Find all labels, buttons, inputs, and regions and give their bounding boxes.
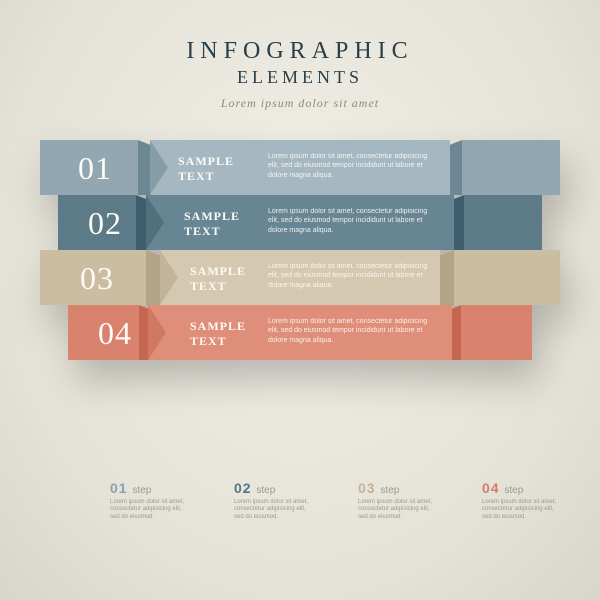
step-label: step: [502, 485, 524, 496]
step-text: Lorem ipsum dolor sit amet, consectetur …: [358, 499, 440, 522]
infographic-stage: 01 SAMPLETEXT Lorem ipsum dolor sit amet, …: [40, 140, 560, 420]
row-body-text: Lorem ipsum dolor sit amet, consectetur …: [268, 152, 428, 180]
row-number: 01: [60, 150, 130, 187]
row-body-text: Lorem ipsum dolor sit amet, consectetur …: [268, 317, 428, 345]
row-sample-label: SAMPLETEXT: [184, 209, 240, 239]
step-number: 01: [110, 480, 128, 496]
row-sample-label: SAMPLETEXT: [178, 154, 234, 184]
row-number: 02: [70, 205, 140, 242]
steps-row: 01 step Lorem ipsum dolor sit amet, conse…: [110, 480, 564, 522]
step-text: Lorem ipsum dolor sit amet, consectetur …: [234, 499, 316, 522]
step-text: Lorem ipsum dolor sit amet, consectetur …: [482, 499, 564, 522]
step-label: step: [130, 485, 152, 496]
mail-icon: [482, 305, 600, 360]
step-text: Lorem ipsum dolor sit amet, consectetur …: [110, 499, 192, 522]
row-body-text: Lorem ipsum dolor sit amet, consectetur …: [268, 262, 428, 290]
row-sample-label: SAMPLETEXT: [190, 319, 246, 349]
header-subtitle: ELEMENTS: [0, 67, 600, 88]
chat-icon: [492, 250, 600, 305]
header-title: INFOGRAPHIC: [0, 38, 600, 65]
download-icon: [488, 195, 600, 250]
header: INFOGRAPHIC ELEMENTS Lorem ipsum dolor s…: [0, 0, 600, 111]
step-02: 02 step Lorem ipsum dolor sit amet, conse…: [234, 480, 316, 522]
row-04: 04 SAMPLETEXT Lorem ipsum dolor sit amet, …: [40, 305, 560, 360]
step-label: step: [378, 485, 400, 496]
row-02: 02 SAMPLETEXT Lorem ipsum dolor sit amet, …: [40, 195, 560, 250]
step-number: 02: [234, 480, 252, 496]
row-number: 04: [80, 315, 150, 352]
row-03: 03 SAMPLETEXT Lorem ipsum dolor sit amet, …: [40, 250, 560, 305]
step-04: 04 step Lorem ipsum dolor sit amet, conse…: [482, 480, 564, 522]
step-label: step: [254, 485, 276, 496]
home-icon: [485, 140, 600, 195]
header-tagline: Lorem ipsum dolor sit amet: [0, 96, 600, 111]
row-body-text: Lorem ipsum dolor sit amet, consectetur …: [268, 207, 428, 235]
row-sample-label: SAMPLETEXT: [190, 264, 246, 294]
step-03: 03 step Lorem ipsum dolor sit amet, conse…: [358, 480, 440, 522]
row-01: 01 SAMPLETEXT Lorem ipsum dolor sit amet, …: [40, 140, 560, 195]
step-number: 04: [482, 480, 500, 496]
step-01: 01 step Lorem ipsum dolor sit amet, conse…: [110, 480, 192, 522]
step-number: 03: [358, 480, 376, 496]
row-number: 03: [62, 260, 132, 297]
